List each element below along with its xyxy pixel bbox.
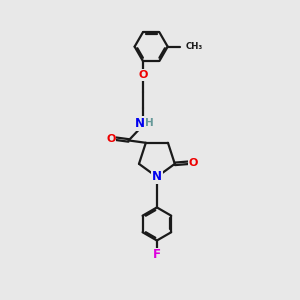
Text: O: O (188, 158, 198, 168)
Text: F: F (153, 248, 161, 262)
Text: N: N (135, 117, 145, 130)
Text: N: N (152, 170, 162, 183)
Text: O: O (138, 70, 148, 80)
Text: H: H (145, 118, 154, 128)
Text: O: O (106, 134, 116, 144)
Text: CH₃: CH₃ (185, 42, 203, 51)
